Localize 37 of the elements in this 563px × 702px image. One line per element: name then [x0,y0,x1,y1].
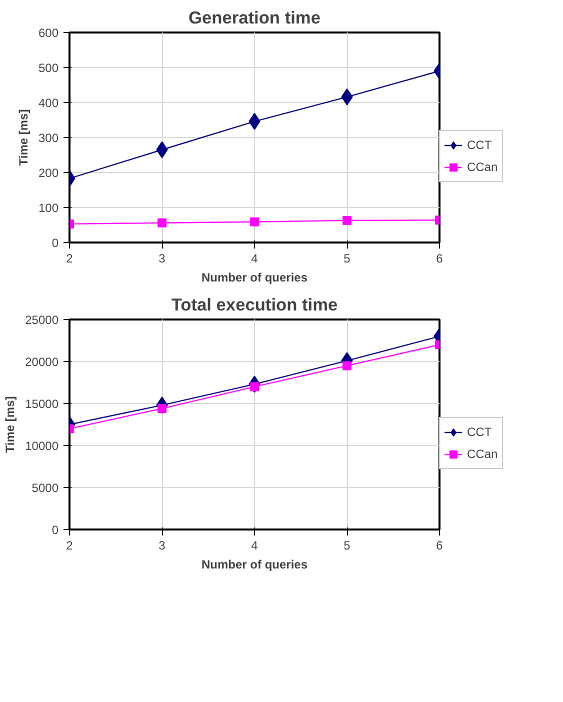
point [342,216,352,225]
y-tick-label: 20000 [25,355,59,369]
x-tick-label: 3 [158,538,166,552]
y-tick-label: 0 [52,236,59,250]
y-tick-label: 100 [38,201,59,215]
y-tick-label: 10000 [25,439,59,453]
point [250,217,259,226]
y-axis-title: Time [ms] [16,109,30,166]
x-tick-label: 2 [66,538,74,552]
x-tick-label: 6 [436,538,444,552]
x-axis-title: Number of queries [201,558,308,572]
chart-title: Generation time [188,8,321,28]
legend-label: CCan [467,447,498,461]
y-tick-label: 200 [38,166,59,180]
x-tick-label: 5 [344,538,351,552]
x-tick-label: 3 [158,252,166,266]
point [342,361,352,370]
x-tick-label: 2 [66,252,74,266]
legend-label: CCT [467,425,492,439]
y-tick-label: 300 [38,131,59,145]
y-tick-label: 15000 [25,397,59,411]
y-tick-label: 600 [38,26,59,40]
x-tick-label: 4 [251,538,258,552]
y-tick-label: 500 [38,61,59,75]
x-axis-title: Number of queries [201,270,308,284]
chart-title: Total execution time [171,294,338,314]
x-tick-label: 5 [344,252,351,266]
legend-label: CCT [467,138,492,152]
x-tick-label: 6 [436,252,444,266]
y-tick-label: 25000 [25,313,59,327]
y-tick-label: 5000 [32,481,59,495]
y-tick-label: 400 [38,96,59,110]
x-tick-label: 4 [251,252,258,266]
legend-label: CCan [467,160,498,174]
point [158,218,166,228]
y-axis-title: Time [ms] [3,396,18,453]
y-tick-label: 0 [52,523,59,537]
